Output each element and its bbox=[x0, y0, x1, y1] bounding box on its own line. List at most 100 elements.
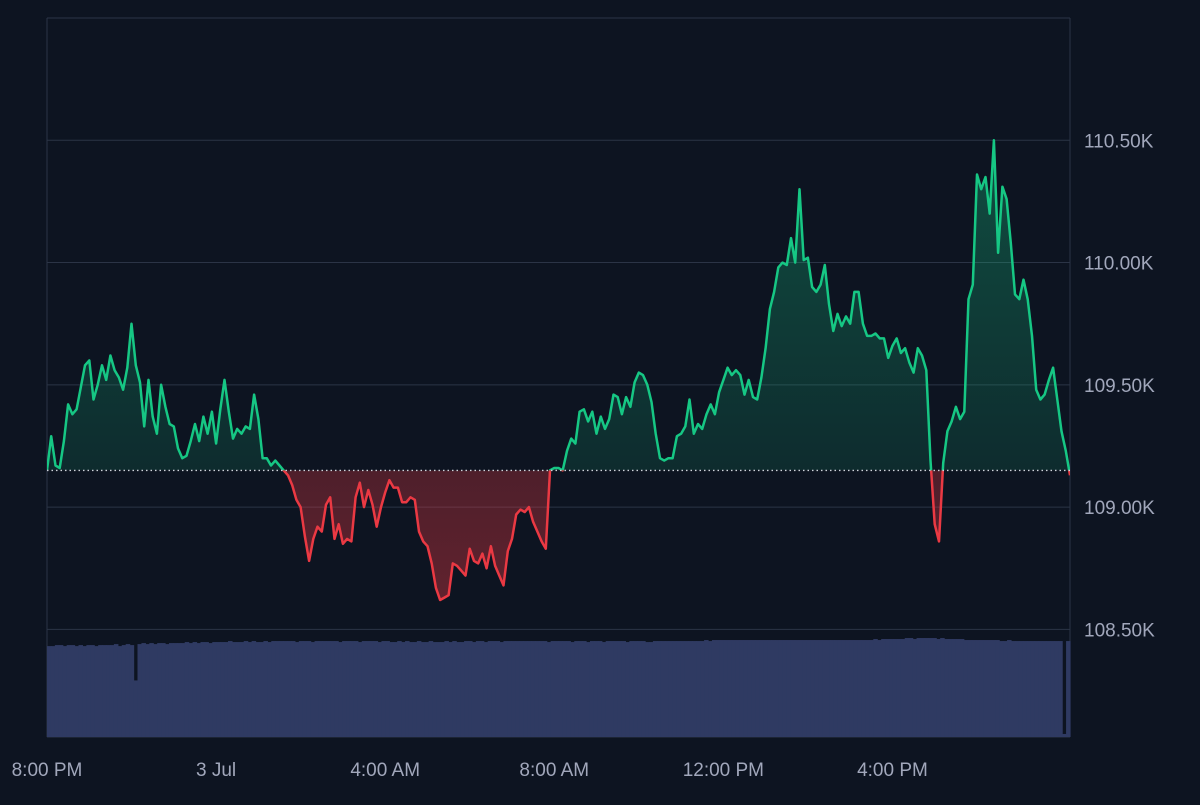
volume-bar bbox=[287, 641, 292, 737]
volume-bar bbox=[220, 642, 225, 737]
volume-bar bbox=[908, 638, 914, 737]
volume-bar bbox=[86, 645, 91, 737]
volume-bar bbox=[715, 640, 721, 737]
volume-bar bbox=[582, 641, 587, 737]
volume-bar bbox=[239, 642, 245, 737]
volume-bar bbox=[723, 640, 729, 737]
x-axis: 8:00 PM 3 Jul 4:00 AM 8:00 AM 12:00 PM 4:00 P… bbox=[12, 760, 928, 781]
volume-bar bbox=[625, 642, 630, 737]
volume-bar bbox=[165, 644, 170, 737]
volume-bar bbox=[546, 642, 552, 737]
y-tick-label: 108.50K bbox=[1084, 620, 1155, 641]
volume-bar bbox=[471, 642, 477, 737]
volume-bar bbox=[885, 639, 890, 737]
volume-bar bbox=[389, 642, 394, 737]
volume-bar bbox=[90, 645, 95, 737]
volume-bar bbox=[172, 643, 178, 737]
volume-bar bbox=[597, 641, 603, 737]
volume-bar bbox=[605, 641, 611, 737]
volume-bar bbox=[412, 642, 418, 737]
volume-bar bbox=[534, 641, 540, 737]
volume-bar bbox=[168, 643, 174, 737]
volume-bar bbox=[78, 645, 84, 737]
volume-bar bbox=[456, 642, 461, 737]
volume-bar bbox=[944, 639, 949, 737]
volume-bar bbox=[326, 641, 331, 737]
volume-bar bbox=[342, 641, 347, 737]
volume-bar bbox=[188, 643, 194, 737]
volume-bar bbox=[322, 641, 327, 737]
volume-bar bbox=[853, 640, 859, 737]
x-tick-label: 4:00 AM bbox=[350, 760, 420, 781]
x-tick-label: 3 Jul bbox=[196, 760, 236, 781]
volume-bar bbox=[444, 641, 449, 737]
volume-bar bbox=[672, 641, 678, 737]
volume-bar bbox=[523, 641, 528, 737]
volume-bar bbox=[959, 639, 965, 737]
volume-bar bbox=[381, 641, 386, 737]
volume-bar bbox=[1042, 641, 1047, 737]
volume-bar bbox=[50, 646, 56, 737]
volume-bar bbox=[499, 642, 505, 737]
volume-bar bbox=[601, 642, 607, 737]
volume-bar bbox=[916, 638, 922, 737]
x-tick-label: 8:00 PM bbox=[12, 760, 83, 781]
volume-bar bbox=[578, 641, 583, 737]
volume-bar bbox=[306, 641, 312, 737]
volume-bar bbox=[881, 639, 886, 737]
volume-bar bbox=[432, 642, 438, 737]
volume-bar bbox=[1046, 641, 1051, 737]
volume-bar bbox=[727, 640, 733, 737]
volume-bar bbox=[629, 641, 634, 737]
volume-bar bbox=[802, 640, 807, 737]
volume-bar bbox=[932, 638, 937, 737]
volume-bar bbox=[137, 644, 143, 737]
volume-bar bbox=[346, 641, 351, 737]
volume-bar bbox=[365, 641, 371, 737]
volume-bar bbox=[790, 640, 796, 737]
volume-bar bbox=[1022, 641, 1028, 737]
volume-bar bbox=[385, 641, 390, 737]
volume-bar bbox=[759, 640, 764, 737]
volume-bar bbox=[251, 641, 257, 737]
volume-bar bbox=[267, 642, 272, 737]
volume-bar bbox=[106, 645, 111, 737]
volume-bar bbox=[1030, 641, 1036, 737]
volume-bar bbox=[310, 642, 316, 737]
volume-bar bbox=[416, 641, 422, 737]
volume-bar bbox=[889, 639, 894, 737]
volume-bar bbox=[794, 640, 800, 737]
volume-bar bbox=[558, 641, 564, 737]
volume-bar bbox=[224, 642, 229, 737]
volume-bar bbox=[704, 640, 709, 737]
volume-bar bbox=[527, 641, 532, 737]
volume-bar bbox=[133, 680, 139, 737]
volume-bar bbox=[145, 644, 150, 737]
volume-bar bbox=[983, 640, 988, 737]
volume-bar bbox=[1026, 641, 1032, 737]
volume-bar bbox=[235, 642, 241, 737]
volume-bar bbox=[751, 640, 756, 737]
volume-bar bbox=[1014, 641, 1020, 737]
volume-bar bbox=[719, 640, 725, 737]
volume-bar bbox=[373, 641, 379, 737]
volume-bar bbox=[184, 642, 190, 737]
volume-bar bbox=[778, 640, 784, 737]
volume-bar bbox=[247, 642, 253, 737]
volume-bar bbox=[664, 641, 670, 737]
volume-bar bbox=[448, 642, 453, 737]
volume-bar bbox=[1066, 641, 1071, 737]
volume-bar bbox=[176, 643, 182, 737]
volume-bar bbox=[550, 641, 556, 737]
volume-bar bbox=[971, 640, 977, 737]
volume-bar bbox=[617, 641, 623, 737]
volume-bar bbox=[275, 641, 280, 737]
volume-bar bbox=[904, 638, 910, 737]
volume-bar bbox=[841, 640, 847, 737]
volume-bar bbox=[861, 640, 866, 737]
volume-bar bbox=[1003, 641, 1008, 737]
volume-bar bbox=[1054, 641, 1059, 737]
volume-bar bbox=[574, 641, 579, 737]
volume-bar bbox=[487, 641, 493, 737]
